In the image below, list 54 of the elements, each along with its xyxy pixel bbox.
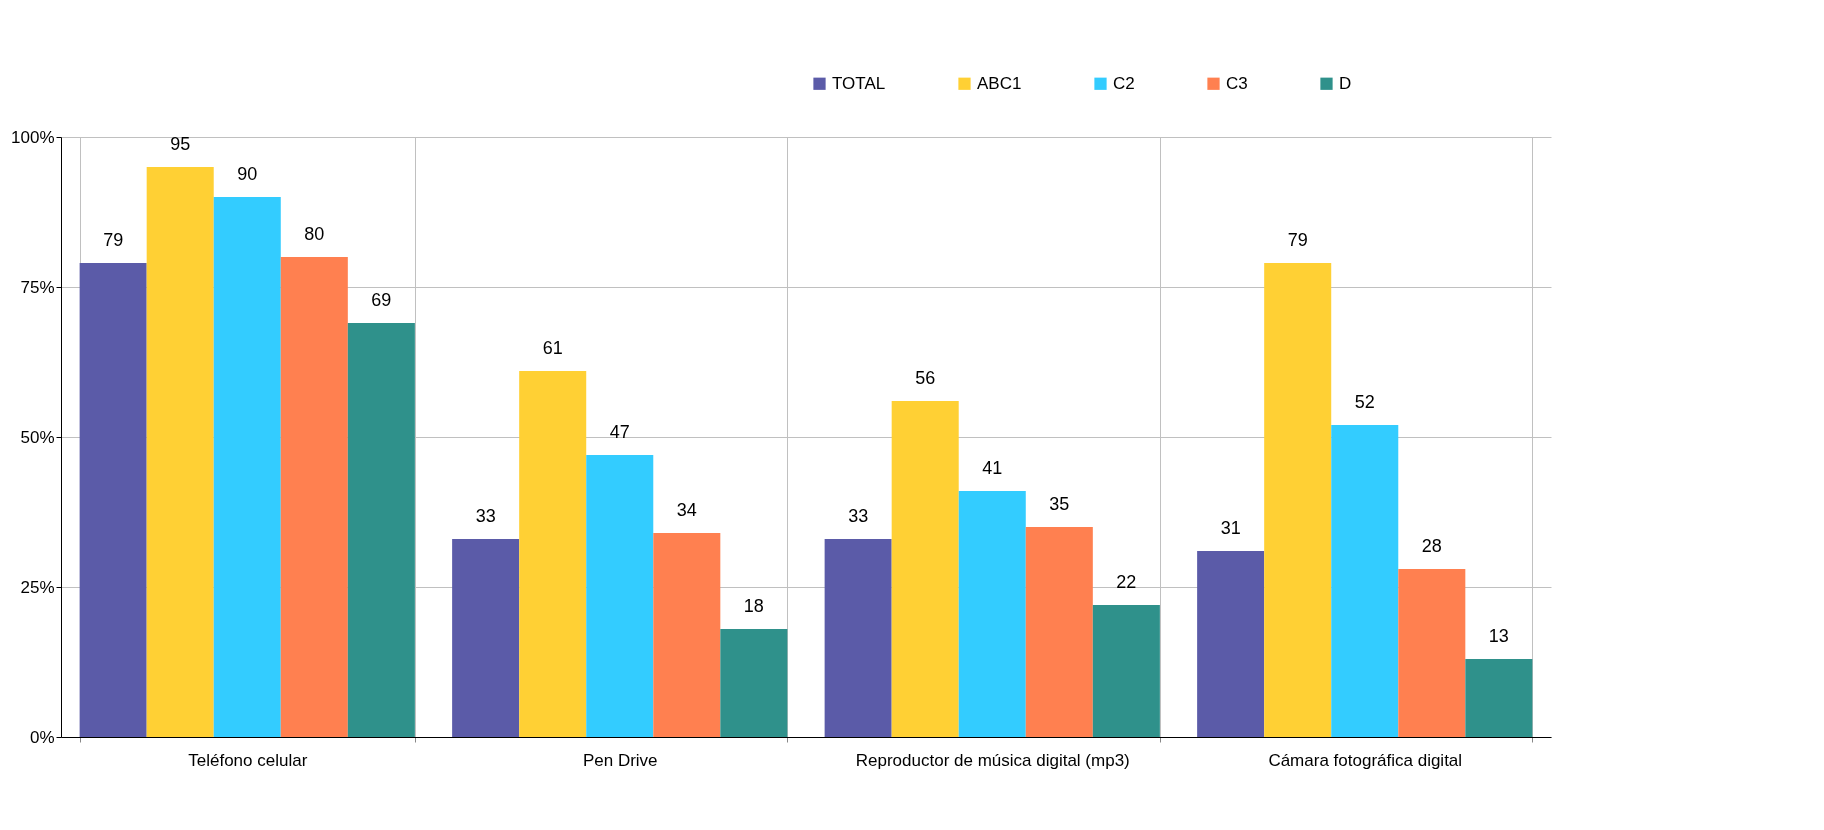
bar — [958, 491, 1026, 737]
data-label: 18 — [743, 596, 764, 616]
bar — [1331, 425, 1399, 737]
y-tick-label: 100% — [11, 127, 55, 147]
bar — [891, 401, 959, 737]
data-label: 22 — [1116, 572, 1137, 592]
data-label: 90 — [237, 164, 258, 184]
data-label: 56 — [915, 368, 936, 388]
bar — [586, 455, 654, 737]
data-label: 52 — [1354, 392, 1375, 412]
bar — [824, 539, 892, 737]
data-label: 47 — [609, 422, 630, 442]
bar — [1025, 527, 1093, 737]
data-label: 79 — [1287, 230, 1308, 250]
data-label: 69 — [371, 290, 392, 310]
y-tick-label: 50% — [20, 427, 55, 447]
x-tick-label: Cámara fotográfica digital — [1268, 750, 1463, 770]
bar — [213, 197, 281, 737]
legend-label: C3 — [1226, 73, 1248, 93]
bar — [720, 629, 788, 737]
x-tick-label: Teléfono celular — [188, 750, 308, 770]
bar — [1264, 263, 1332, 737]
data-label: 41 — [982, 458, 1003, 478]
bar — [146, 167, 214, 737]
bar — [79, 263, 147, 737]
data-label: 33 — [848, 506, 869, 526]
bar — [1465, 659, 1533, 737]
data-label: 61 — [542, 338, 563, 358]
legend-label: D — [1339, 73, 1352, 93]
data-label: 31 — [1220, 518, 1241, 538]
bar — [1092, 605, 1160, 737]
legend-label: ABC1 — [977, 73, 1022, 93]
x-tick-label: Pen Drive — [582, 750, 658, 770]
x-tick-label: Reproductor de música digital (mp3) — [855, 750, 1130, 770]
y-tick-label: 25% — [20, 577, 55, 597]
y-tick-label: 0% — [29, 727, 55, 747]
data-label: 13 — [1488, 626, 1509, 646]
bar — [519, 371, 587, 737]
data-label: 33 — [475, 506, 496, 526]
bar — [1197, 551, 1265, 737]
data-label: 80 — [304, 224, 325, 244]
data-label: 35 — [1049, 494, 1070, 514]
data-label: 28 — [1421, 536, 1442, 556]
bar — [280, 257, 348, 737]
bar — [1398, 569, 1466, 737]
y-tick-label: 75% — [20, 277, 55, 297]
data-label: 95 — [170, 134, 191, 154]
data-label: 79 — [103, 230, 124, 250]
legend-label: C2 — [1113, 73, 1135, 93]
bar — [653, 533, 721, 737]
legend-label: TOTAL — [832, 73, 886, 93]
bar — [452, 539, 520, 737]
data-label: 34 — [676, 500, 697, 520]
bar — [347, 323, 415, 737]
